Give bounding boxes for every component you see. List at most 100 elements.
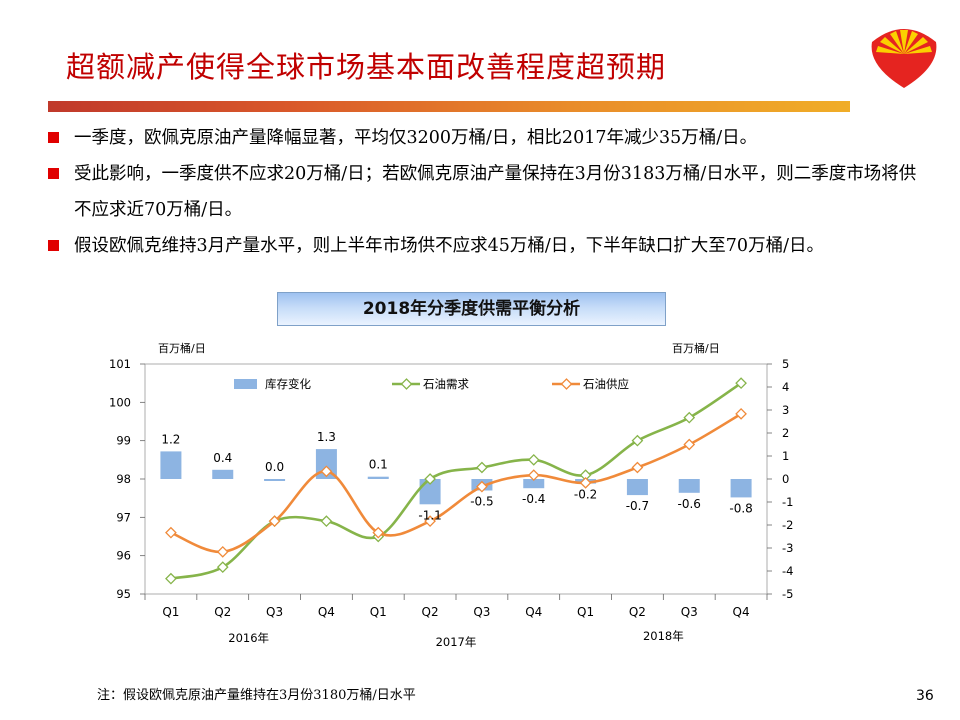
year-group-label: 2016年 [228, 631, 269, 645]
inventory-bar [212, 469, 234, 479]
right-axis-tick-label: -1 [782, 495, 793, 509]
left-axis-tick-label: 99 [116, 434, 131, 448]
x-axis-category-label: Q3 [266, 605, 283, 619]
bar-value-label: 0.4 [213, 451, 232, 465]
left-axis-tick-label: 97 [116, 510, 131, 524]
right-axis-unit: 百万桶/日 [672, 342, 720, 355]
supply-point [268, 515, 281, 528]
x-axis-category-label: Q3 [473, 605, 490, 619]
year-group-label: 2018年 [643, 629, 684, 643]
right-axis-tick-label: 0 [782, 472, 789, 486]
supply-point [476, 480, 488, 493]
right-axis-tick-label: -2 [782, 518, 793, 532]
demand-point [476, 461, 488, 474]
demand-point [527, 453, 540, 466]
bullet-text: 一季度，欧佩克原油产量降幅显著，平均仅3200万桶/日，相比2017年减少35万… [74, 128, 758, 148]
x-axis-category-label: Q1 [370, 605, 387, 619]
bar-value-label: 0.0 [265, 460, 284, 474]
year-group-label: 2017年 [436, 635, 477, 649]
x-axis-category-label: Q3 [681, 605, 698, 619]
demand-point [424, 473, 436, 485]
bar-value-label: 0.1 [369, 458, 388, 472]
supply-point [165, 526, 177, 539]
bullet-item: 假设欧佩克维持3月产量水平，则上半年市场供不应求45万桶/日，下半年缺口扩大至7… [48, 228, 928, 264]
bar-value-label: 1.2 [161, 432, 180, 446]
chart-title: 2018年分季度供需平衡分析 [277, 292, 666, 326]
inventory-bar [523, 479, 545, 489]
x-axis-category-label: Q4 [733, 605, 750, 619]
inventory-bar [160, 451, 182, 479]
title-divider [48, 101, 850, 112]
legend-label: 石油供应 [583, 377, 629, 391]
legend: 库存变化 石油需求 石油供应 [234, 377, 629, 391]
left-axis-tick-label: 96 [116, 549, 131, 563]
x-axis-category-label: Q4 [525, 605, 542, 619]
company-logo [871, 29, 937, 88]
bullet-text: 假设欧佩克维持3月产量水平，则上半年市场供不应求45万桶/日，下半年缺口扩大至7… [74, 236, 824, 256]
inventory-bar [626, 479, 648, 496]
left-axis-tick-label: 98 [116, 472, 131, 486]
legend-swatch-bar [234, 379, 257, 389]
inventory-bar [367, 476, 389, 479]
demand-point [683, 411, 696, 424]
left-axis-tick-label: 95 [116, 587, 131, 601]
supply-point [216, 545, 229, 558]
demand-line [170, 382, 742, 580]
legend-marker [560, 378, 573, 390]
right-axis-tick-label: 4 [782, 380, 789, 394]
inventory-bar [678, 479, 700, 493]
supply-point [424, 515, 436, 528]
x-axis-category-label: Q2 [422, 605, 439, 619]
bar-value-label: -0.8 [729, 501, 752, 515]
demand-point [320, 515, 333, 528]
footnote: 注：假设欧佩克原油产量维持在3月份3180万桶/日水平 [97, 688, 416, 703]
legend-marker [400, 378, 413, 390]
line-series [165, 377, 747, 585]
bar-value-label: -0.5 [470, 495, 493, 509]
left-axis-tick-label: 100 [109, 395, 131, 409]
demand-point [735, 377, 747, 390]
right-axis-tick-label: -5 [782, 587, 793, 601]
right-axis-tick-label: -4 [782, 564, 793, 578]
slide-title: 超额减产使得全球市场基本面改善程度超预期 [66, 50, 667, 84]
x-axis-category-label: Q2 [214, 605, 231, 619]
x-axis-category-label: Q1 [577, 605, 594, 619]
page-number: 36 [916, 688, 934, 704]
supply-point [683, 438, 696, 451]
bar-value-label: -0.2 [574, 488, 597, 502]
bar-value-label: 1.3 [317, 430, 336, 444]
bar-value-label: -0.6 [678, 497, 701, 511]
x-axis-category-label: Q4 [318, 605, 335, 619]
bullet-marker [48, 168, 59, 179]
bullet-marker [48, 240, 59, 251]
bullet-marker [48, 132, 59, 143]
demand-point [165, 572, 177, 585]
bullet-text: 受此影响，一季度供不应求20万桶/日；若欧佩克原油产量保持在3月份3183万桶/… [74, 164, 917, 220]
x-axis-category-label: Q1 [162, 605, 179, 619]
plot-area [144, 363, 768, 595]
supply-point [372, 526, 385, 539]
right-axis-tick-label: -3 [782, 541, 793, 555]
right-axis-tick-label: 2 [782, 426, 789, 440]
bar-value-label: -1.1 [418, 508, 441, 522]
demand-point [631, 434, 644, 447]
supply-point [631, 461, 644, 474]
inventory-bar [730, 479, 752, 498]
supply-point [320, 465, 333, 478]
supply-point [527, 469, 540, 482]
x-axis-category-label: Q2 [629, 605, 646, 619]
axes: 95 96 97 98 99 100 101 -5 -4 -3 -2 -1 0 1 2 3 4 5 Q1 Q2 Q3 Q4… [109, 357, 793, 649]
data-labels: 1.2 0.4 0.0 1.3 0.1 -1.1 -0.5 -0.4 -0.2 -0.7 -0.6 -… [161, 430, 752, 522]
demand-point [216, 561, 229, 574]
inventory-bar [264, 479, 286, 481]
supply-line [170, 412, 742, 554]
legend-label: 石油需求 [423, 377, 469, 391]
bar-value-label: -0.4 [522, 492, 545, 506]
supply-point [735, 407, 747, 420]
right-axis-tick-label: 3 [782, 403, 789, 417]
left-axis-unit: 百万桶/日 [158, 342, 206, 355]
bullet-item: 一季度，欧佩克原油产量降幅显著，平均仅3200万桶/日，相比2017年减少35万… [48, 120, 928, 156]
left-axis-tick-label: 101 [109, 357, 131, 371]
right-axis-tick-label: 5 [782, 357, 789, 371]
